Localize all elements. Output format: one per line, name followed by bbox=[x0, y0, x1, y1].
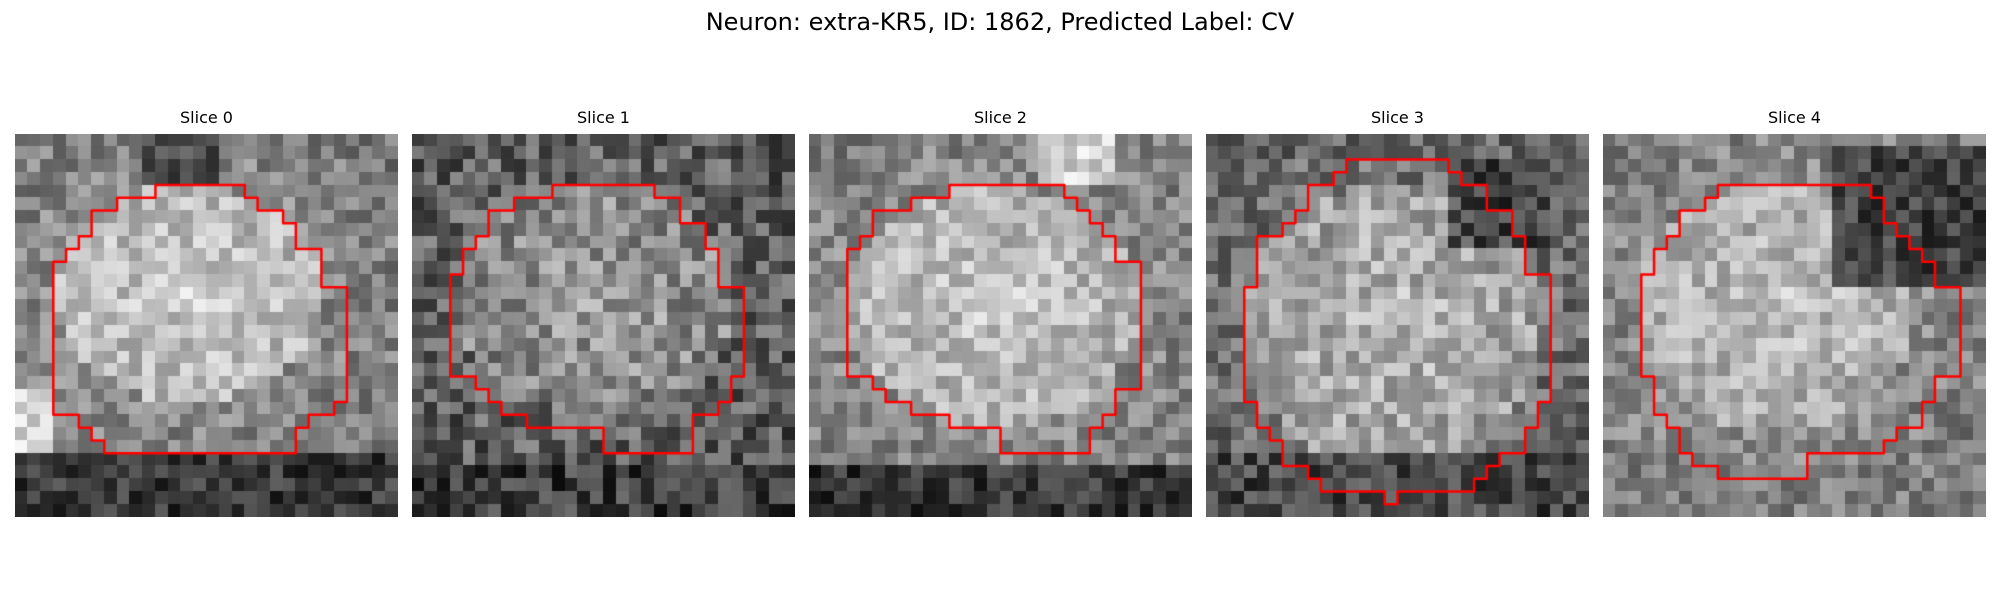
slice-image bbox=[412, 134, 795, 517]
figure-title: Neuron: extra-KR5, ID: 1862, Predicted L… bbox=[705, 8, 1295, 36]
slice-title: Slice 3 bbox=[1371, 108, 1424, 127]
slice-image bbox=[809, 134, 1192, 517]
slice-image bbox=[1603, 134, 1986, 517]
slice-image bbox=[15, 134, 398, 517]
slice-title: Slice 0 bbox=[180, 108, 233, 127]
slice-image bbox=[1206, 134, 1589, 517]
slice-title: Slice 4 bbox=[1768, 108, 1821, 127]
slice-title: Slice 2 bbox=[974, 108, 1027, 127]
slice-title: Slice 1 bbox=[577, 108, 630, 127]
